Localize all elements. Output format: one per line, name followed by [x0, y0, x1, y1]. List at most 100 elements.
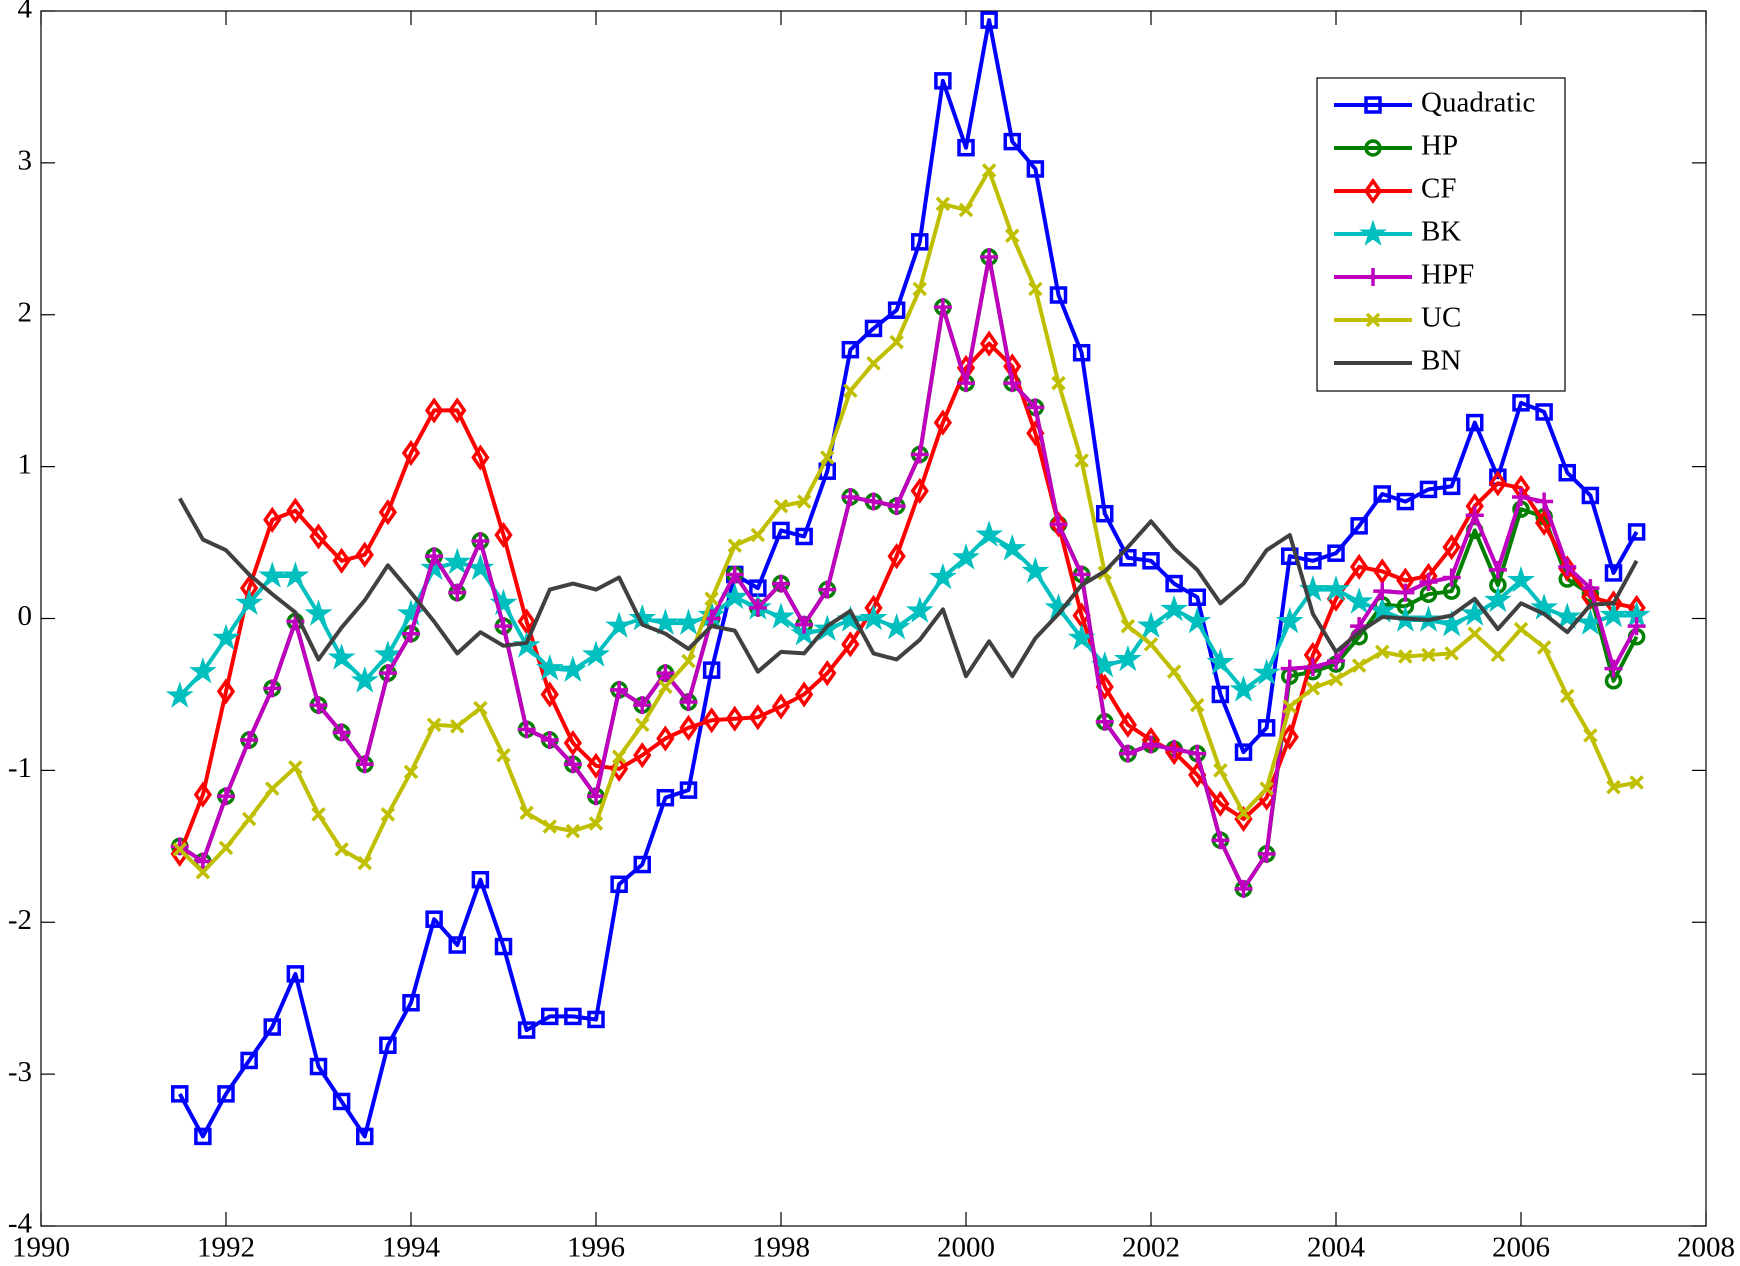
marker	[1629, 775, 1644, 790]
marker	[494, 521, 513, 549]
marker	[1553, 602, 1582, 629]
marker	[1327, 652, 1345, 671]
marker	[1507, 565, 1535, 593]
marker	[704, 591, 719, 606]
marker	[1095, 712, 1114, 731]
marker	[702, 661, 721, 679]
marker	[933, 409, 953, 436]
marker	[1535, 403, 1553, 421]
marker	[517, 1021, 536, 1039]
marker	[1096, 504, 1114, 523]
marker	[1604, 659, 1623, 678]
marker	[1304, 552, 1322, 570]
marker	[1558, 463, 1576, 482]
legend-label: CF	[1421, 173, 1456, 205]
marker	[658, 679, 673, 695]
marker	[519, 805, 534, 821]
marker	[1280, 723, 1299, 751]
marker	[748, 704, 768, 731]
marker	[587, 1010, 605, 1029]
marker	[1003, 374, 1022, 393]
marker	[679, 693, 698, 712]
x-tick-label: 1998	[752, 1232, 810, 1264]
series	[170, 248, 1646, 898]
marker	[1442, 568, 1461, 587]
marker	[448, 936, 466, 954]
marker	[378, 499, 398, 526]
marker	[1442, 534, 1461, 561]
marker	[188, 657, 217, 684]
marker	[194, 1127, 212, 1146]
marker	[1021, 556, 1050, 584]
marker	[1345, 587, 1374, 614]
x-tick-label: 2006	[1492, 1232, 1550, 1264]
marker	[1137, 611, 1165, 638]
y-tick-label: 0	[18, 600, 33, 632]
marker	[727, 538, 742, 553]
marker	[443, 547, 472, 575]
marker	[241, 811, 257, 827]
marker	[928, 562, 957, 590]
marker	[473, 700, 488, 716]
marker	[334, 842, 349, 857]
marker	[1535, 492, 1554, 511]
marker	[402, 993, 420, 1012]
marker	[240, 1051, 258, 1070]
marker	[1120, 618, 1136, 634]
x-tick-label: 2008	[1677, 1232, 1735, 1264]
marker	[1558, 555, 1577, 582]
marker	[1467, 626, 1482, 641]
marker	[887, 301, 906, 319]
marker	[195, 864, 211, 880]
marker	[1466, 413, 1484, 432]
marker	[1211, 685, 1230, 704]
marker	[425, 910, 443, 928]
marker	[633, 696, 652, 715]
marker	[1419, 573, 1438, 592]
marker	[263, 506, 282, 533]
marker	[866, 356, 881, 371]
marker	[332, 547, 351, 574]
marker	[1160, 594, 1189, 622]
marker	[1364, 96, 1382, 114]
marker	[588, 816, 604, 831]
marker	[309, 1057, 328, 1076]
marker	[794, 681, 814, 708]
marker	[448, 397, 467, 424]
marker	[311, 807, 326, 822]
marker	[1213, 763, 1228, 778]
marker	[1051, 375, 1066, 391]
marker	[656, 725, 675, 752]
marker	[304, 599, 333, 626]
marker	[563, 729, 583, 757]
marker	[1483, 585, 1512, 613]
marker	[1049, 515, 1068, 534]
y-tick-label: 4	[18, 0, 33, 25]
marker	[263, 1018, 281, 1036]
marker	[887, 497, 906, 516]
marker	[350, 666, 379, 693]
marker	[912, 281, 927, 297]
marker	[1003, 132, 1021, 151]
marker	[864, 492, 883, 511]
marker	[859, 603, 888, 631]
y-tick-label: 1	[18, 448, 33, 480]
marker	[905, 596, 934, 623]
marker	[887, 543, 906, 570]
marker	[1026, 160, 1045, 178]
marker	[818, 660, 837, 687]
marker	[450, 719, 465, 734]
marker	[309, 523, 328, 550]
legend-label: BN	[1421, 345, 1461, 377]
marker	[1282, 699, 1297, 714]
marker	[605, 611, 634, 638]
marker	[651, 608, 680, 635]
marker	[373, 640, 402, 667]
marker	[981, 163, 997, 178]
marker	[1437, 610, 1466, 637]
marker	[681, 653, 696, 669]
legend-label: Quadratic	[1421, 87, 1535, 119]
marker	[165, 681, 194, 708]
marker	[212, 623, 240, 651]
